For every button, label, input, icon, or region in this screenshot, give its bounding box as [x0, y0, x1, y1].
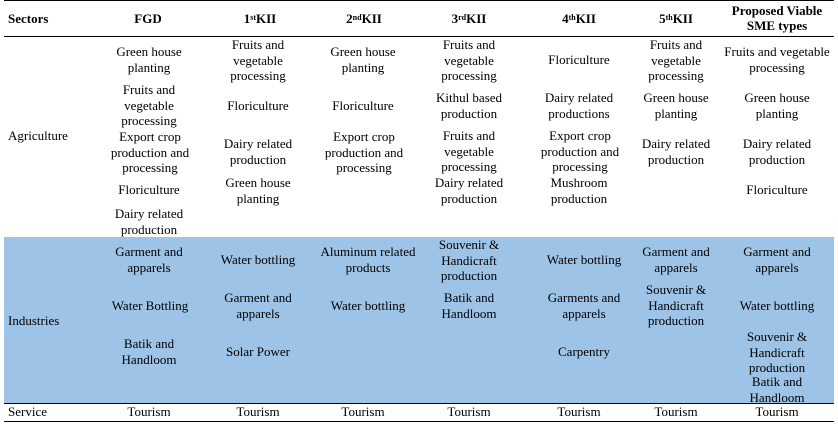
sector-service: Service [8, 404, 47, 419]
header-fgd-text: FGD [134, 10, 162, 26]
cell-ind-kii2-2: Water bottling [330, 298, 406, 313]
cell-ind-kii4-3: Carpentry [558, 344, 610, 359]
cell-agri-kii3-2: Kithul based production [435, 90, 503, 121]
header-proposed-line-2: SME types [746, 18, 808, 33]
cell-ind-proposed-1: Garment and apparels [743, 244, 811, 275]
cell-agri-kii2-2: Floriculture [332, 98, 394, 113]
kii-3-number: 3 [451, 10, 459, 26]
header-proposed: Proposed Viable SME types [720, 0, 834, 36]
header-fgd: FGD [104, 0, 192, 36]
cell-svc-kii2: Tourism [341, 404, 385, 419]
header-rule [4, 36, 834, 37]
cell-agri-kii4-4: Mushroom production [550, 175, 608, 206]
kii-4-label: KII [575, 10, 596, 26]
kii-2-label: KII [361, 10, 382, 26]
kii-1-label: KII [256, 10, 277, 26]
cell-ind-kii1-3: Solar Power [226, 344, 290, 359]
cell-agri-fgd-1: Green house planting [116, 44, 182, 75]
cell-agri-kii3-4: Dairy related production [434, 175, 504, 206]
cell-ind-kii4-1: Water bottling [546, 252, 622, 267]
cell-ind-proposed-4: Batik and Handloom [749, 374, 805, 405]
cell-agri-kii2-3: Export crop production and processing [324, 129, 404, 175]
service-rule [4, 403, 834, 404]
cell-agri-proposed-3: Dairy related production [742, 136, 812, 167]
kii-1-number: 1 [243, 10, 251, 26]
cell-agri-kii2-1: Green house planting [330, 44, 396, 75]
cell-ind-kii5-2: Souvenir & Handicraft production [645, 282, 707, 328]
cell-ind-fgd-1: Garment and apparels [115, 244, 183, 275]
cell-ind-proposed-3: Souvenir & Handicraft production [746, 329, 808, 375]
cell-agri-kii1-3: Dairy related production [223, 136, 293, 167]
bottom-rule [4, 421, 834, 422]
cell-agri-kii3-3: Fruits and vegetable processing [441, 128, 497, 174]
cell-svc-kii5: Tourism [654, 404, 698, 419]
header-sectors: Sectors [4, 0, 108, 36]
cell-svc-kii1: Tourism [236, 404, 280, 419]
cell-agri-kii1-2: Floriculture [227, 98, 289, 113]
cell-ind-kii3-1: Souvenir & Handicraft production [438, 237, 500, 283]
cell-svc-kii3: Tourism [447, 404, 491, 419]
kii-5-label: KII [672, 10, 693, 26]
cell-ind-kii5-1: Garment and apparels [642, 244, 710, 275]
cell-ind-fgd-3: Batik and Handloom [121, 336, 177, 367]
cell-ind-kii4-2: Garments and apparels [547, 290, 621, 321]
cell-agri-proposed-2: Green house planting [744, 90, 810, 121]
kii-4-number: 4 [562, 10, 569, 26]
kii-2-number: 2 [346, 10, 353, 26]
cell-agri-fgd-5: Dairy related production [114, 206, 184, 237]
cell-ind-kii3-2: Batik and Handloom [441, 290, 497, 321]
cell-svc-fgd: Tourism [127, 404, 171, 419]
cell-agri-kii4-1: Floriculture [548, 52, 610, 67]
kii-5-number: 5 [659, 10, 666, 26]
cell-ind-fgd-2: Water Bottling [111, 298, 189, 313]
cell-agri-kii5-3: Dairy related production [641, 136, 711, 167]
cell-agri-fgd-4: Floriculture [118, 182, 180, 197]
cell-agri-kii4-2: Dairy related productions [544, 90, 614, 121]
cell-agri-kii4-3: Export crop production and processing [540, 128, 620, 174]
cell-ind-kii1-1: Water bottling [220, 252, 296, 267]
cell-agri-kii5-2: Green house planting [643, 90, 709, 121]
sector-industries: Industries [8, 313, 60, 328]
cell-agri-fgd-3: Export crop production and processing [110, 129, 190, 175]
cell-ind-kii1-2: Garment and apparels [224, 290, 292, 321]
cell-ind-kii2-1: Aluminum related products [320, 244, 416, 275]
cell-agri-kii5-1: Fruits and vegetable processing [648, 37, 704, 83]
cell-agri-fgd-2: Fruits and vegetable processing [121, 82, 177, 128]
industries-band [4, 237, 834, 403]
kii-3-label: KII [466, 10, 487, 26]
cell-agri-kii1-4: Green house planting [225, 175, 291, 206]
cell-svc-proposed: Tourism [755, 404, 799, 419]
sector-agriculture: Agriculture [8, 128, 68, 143]
cell-agri-kii3-1: Fruits and vegetable processing [441, 37, 497, 83]
top-rule [4, 0, 834, 1]
cell-agri-kii1-1: Fruits and vegetable processing [230, 37, 286, 83]
cell-ind-proposed-2: Water bottling [739, 298, 815, 313]
cell-agri-proposed-1: Fruits and vegetable processing [724, 44, 830, 75]
cell-agri-proposed-4: Floriculture [746, 182, 808, 197]
header-proposed-line-1: Proposed Viable [731, 3, 823, 18]
cell-svc-kii4: Tourism [557, 404, 601, 419]
header-sectors-text: Sectors [8, 10, 49, 26]
